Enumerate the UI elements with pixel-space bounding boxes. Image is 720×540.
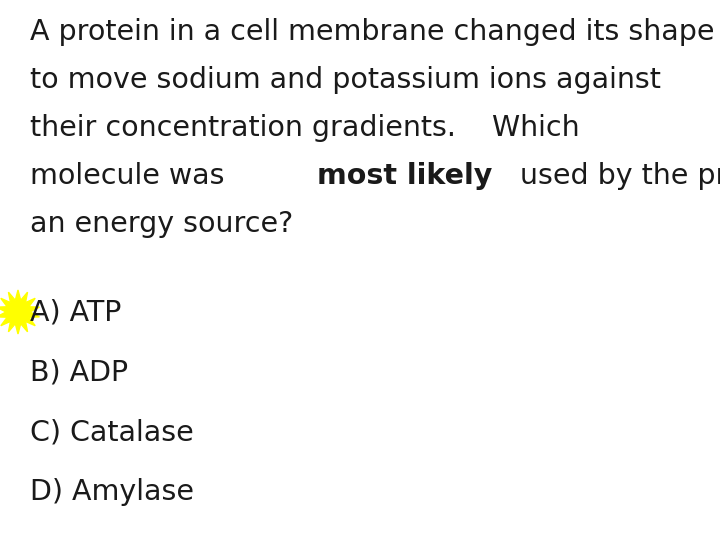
Text: B) ADP: B) ADP <box>30 358 128 386</box>
Text: used by the protein as: used by the protein as <box>511 162 720 190</box>
Text: an energy source?: an energy source? <box>30 210 293 238</box>
Text: their concentration gradients.    Which: their concentration gradients. Which <box>30 114 580 142</box>
Text: most likely: most likely <box>317 162 492 190</box>
Text: to move sodium and potassium ions against: to move sodium and potassium ions agains… <box>30 66 661 94</box>
Text: A protein in a cell membrane changed its shape: A protein in a cell membrane changed its… <box>30 18 714 46</box>
Text: D) Amylase: D) Amylase <box>30 478 194 506</box>
Text: molecule was: molecule was <box>30 162 233 190</box>
Text: C) Catalase: C) Catalase <box>30 418 194 446</box>
Polygon shape <box>0 290 40 334</box>
Text: A) ATP: A) ATP <box>30 298 122 326</box>
